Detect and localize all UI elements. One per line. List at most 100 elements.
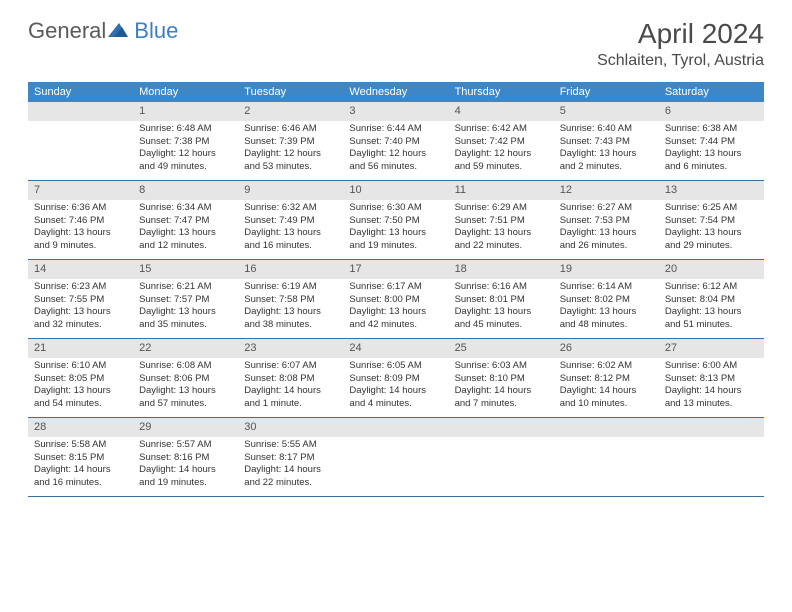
calendar-cell: 28Sunrise: 5:58 AMSunset: 8:15 PMDayligh… — [28, 418, 133, 496]
daylight-line: Daylight: 13 hours and 51 minutes. — [665, 306, 758, 332]
day-body: Sunrise: 6:14 AMSunset: 8:02 PMDaylight:… — [554, 279, 659, 336]
calendar-week: 21Sunrise: 6:10 AMSunset: 8:05 PMDayligh… — [28, 339, 764, 418]
sunset-line: Sunset: 8:12 PM — [560, 373, 653, 386]
day-number: 4 — [449, 102, 554, 121]
day-body: Sunrise: 6:27 AMSunset: 7:53 PMDaylight:… — [554, 200, 659, 257]
daylight-line: Daylight: 13 hours and 6 minutes. — [665, 148, 758, 174]
day-body: Sunrise: 6:00 AMSunset: 8:13 PMDaylight:… — [659, 358, 764, 415]
calendar-week: 1Sunrise: 6:48 AMSunset: 7:38 PMDaylight… — [28, 102, 764, 181]
calendar-cell: 9Sunrise: 6:32 AMSunset: 7:49 PMDaylight… — [238, 181, 343, 259]
sunrise-line: Sunrise: 6:30 AM — [349, 202, 442, 215]
calendar-cell: 5Sunrise: 6:40 AMSunset: 7:43 PMDaylight… — [554, 102, 659, 180]
calendar-cell: 22Sunrise: 6:08 AMSunset: 8:06 PMDayligh… — [133, 339, 238, 417]
weekday-label: Thursday — [449, 82, 554, 102]
day-number: 5 — [554, 102, 659, 121]
sunrise-line: Sunrise: 6:23 AM — [34, 281, 127, 294]
sunset-line: Sunset: 7:53 PM — [560, 215, 653, 228]
daylight-line: Daylight: 13 hours and 2 minutes. — [560, 148, 653, 174]
sunrise-line: Sunrise: 6:05 AM — [349, 360, 442, 373]
day-body: Sunrise: 6:07 AMSunset: 8:08 PMDaylight:… — [238, 358, 343, 415]
title-block: April 2024 Schlaiten, Tyrol, Austria — [597, 18, 764, 70]
day-number — [659, 418, 764, 437]
day-number: 18 — [449, 260, 554, 279]
weekday-label: Saturday — [659, 82, 764, 102]
sunset-line: Sunset: 7:43 PM — [560, 136, 653, 149]
sunrise-line: Sunrise: 6:03 AM — [455, 360, 548, 373]
sunset-line: Sunset: 8:13 PM — [665, 373, 758, 386]
sunrise-line: Sunrise: 6:48 AM — [139, 123, 232, 136]
daylight-line: Daylight: 13 hours and 38 minutes. — [244, 306, 337, 332]
calendar-cell: 14Sunrise: 6:23 AMSunset: 7:55 PMDayligh… — [28, 260, 133, 338]
daylight-line: Daylight: 13 hours and 26 minutes. — [560, 227, 653, 253]
calendar-cell: 2Sunrise: 6:46 AMSunset: 7:39 PMDaylight… — [238, 102, 343, 180]
sunset-line: Sunset: 7:38 PM — [139, 136, 232, 149]
weekday-label: Monday — [133, 82, 238, 102]
daylight-line: Daylight: 12 hours and 56 minutes. — [349, 148, 442, 174]
sunrise-line: Sunrise: 6:25 AM — [665, 202, 758, 215]
daylight-line: Daylight: 14 hours and 19 minutes. — [139, 464, 232, 490]
daylight-line: Daylight: 14 hours and 10 minutes. — [560, 385, 653, 411]
sunrise-line: Sunrise: 6:16 AM — [455, 281, 548, 294]
calendar-cell: 1Sunrise: 6:48 AMSunset: 7:38 PMDaylight… — [133, 102, 238, 180]
header: General Blue April 2024 Schlaiten, Tyrol… — [0, 0, 792, 78]
daylight-line: Daylight: 13 hours and 48 minutes. — [560, 306, 653, 332]
sunset-line: Sunset: 7:49 PM — [244, 215, 337, 228]
daylight-line: Daylight: 13 hours and 29 minutes. — [665, 227, 758, 253]
sunset-line: Sunset: 8:05 PM — [34, 373, 127, 386]
calendar-cell: 30Sunrise: 5:55 AMSunset: 8:17 PMDayligh… — [238, 418, 343, 496]
calendar-cell: 11Sunrise: 6:29 AMSunset: 7:51 PMDayligh… — [449, 181, 554, 259]
day-body: Sunrise: 6:10 AMSunset: 8:05 PMDaylight:… — [28, 358, 133, 415]
day-number: 7 — [28, 181, 133, 200]
day-body: Sunrise: 6:12 AMSunset: 8:04 PMDaylight:… — [659, 279, 764, 336]
weekday-label: Wednesday — [343, 82, 448, 102]
day-body: Sunrise: 6:29 AMSunset: 7:51 PMDaylight:… — [449, 200, 554, 257]
day-number: 28 — [28, 418, 133, 437]
weekday-label: Tuesday — [238, 82, 343, 102]
daylight-line: Daylight: 14 hours and 4 minutes. — [349, 385, 442, 411]
day-number: 6 — [659, 102, 764, 121]
sunrise-line: Sunrise: 6:21 AM — [139, 281, 232, 294]
day-body: Sunrise: 6:30 AMSunset: 7:50 PMDaylight:… — [343, 200, 448, 257]
weekday-header: SundayMondayTuesdayWednesdayThursdayFrid… — [28, 82, 764, 102]
sunrise-line: Sunrise: 6:27 AM — [560, 202, 653, 215]
calendar-cell — [343, 418, 448, 496]
daylight-line: Daylight: 14 hours and 1 minute. — [244, 385, 337, 411]
sunrise-line: Sunrise: 6:12 AM — [665, 281, 758, 294]
sunset-line: Sunset: 7:50 PM — [349, 215, 442, 228]
sunset-line: Sunset: 8:01 PM — [455, 294, 548, 307]
day-number: 11 — [449, 181, 554, 200]
sunrise-line: Sunrise: 6:10 AM — [34, 360, 127, 373]
sunrise-line: Sunrise: 6:08 AM — [139, 360, 232, 373]
daylight-line: Daylight: 14 hours and 16 minutes. — [34, 464, 127, 490]
logo: General Blue — [28, 18, 178, 44]
calendar-week: 7Sunrise: 6:36 AMSunset: 7:46 PMDaylight… — [28, 181, 764, 260]
day-number: 24 — [343, 339, 448, 358]
sunrise-line: Sunrise: 6:00 AM — [665, 360, 758, 373]
sunset-line: Sunset: 7:58 PM — [244, 294, 337, 307]
sunrise-line: Sunrise: 6:46 AM — [244, 123, 337, 136]
day-body: Sunrise: 6:44 AMSunset: 7:40 PMDaylight:… — [343, 121, 448, 178]
day-number: 10 — [343, 181, 448, 200]
day-number: 2 — [238, 102, 343, 121]
daylight-line: Daylight: 13 hours and 54 minutes. — [34, 385, 127, 411]
day-number — [343, 418, 448, 437]
sunset-line: Sunset: 7:54 PM — [665, 215, 758, 228]
weekday-label: Friday — [554, 82, 659, 102]
day-body: Sunrise: 6:46 AMSunset: 7:39 PMDaylight:… — [238, 121, 343, 178]
calendar-cell: 17Sunrise: 6:17 AMSunset: 8:00 PMDayligh… — [343, 260, 448, 338]
location: Schlaiten, Tyrol, Austria — [597, 52, 764, 70]
logo-text-general: General — [28, 18, 106, 44]
day-number: 8 — [133, 181, 238, 200]
day-number: 29 — [133, 418, 238, 437]
sunrise-line: Sunrise: 5:57 AM — [139, 439, 232, 452]
day-body: Sunrise: 6:25 AMSunset: 7:54 PMDaylight:… — [659, 200, 764, 257]
day-body: Sunrise: 6:21 AMSunset: 7:57 PMDaylight:… — [133, 279, 238, 336]
month-title: April 2024 — [597, 18, 764, 50]
day-number: 27 — [659, 339, 764, 358]
daylight-line: Daylight: 13 hours and 32 minutes. — [34, 306, 127, 332]
daylight-line: Daylight: 13 hours and 35 minutes. — [139, 306, 232, 332]
daylight-line: Daylight: 12 hours and 49 minutes. — [139, 148, 232, 174]
day-number: 9 — [238, 181, 343, 200]
daylight-line: Daylight: 13 hours and 16 minutes. — [244, 227, 337, 253]
weeks: 1Sunrise: 6:48 AMSunset: 7:38 PMDaylight… — [28, 102, 764, 497]
